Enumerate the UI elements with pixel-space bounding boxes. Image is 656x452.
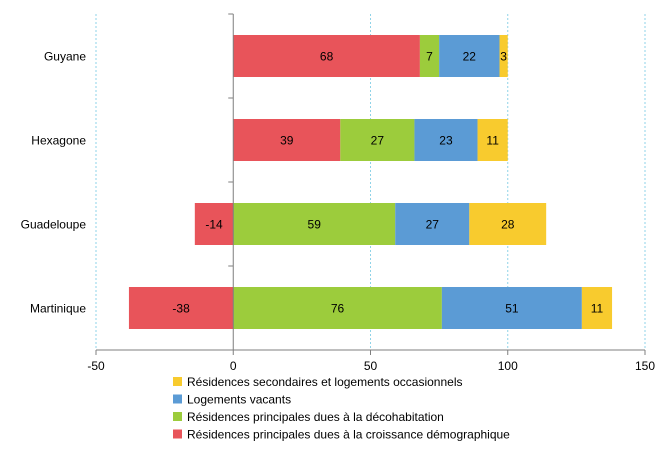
legend-label: Résidences principales dues à la croissa… <box>187 428 510 442</box>
category-label: Hexagone <box>31 134 86 148</box>
bar-segment <box>233 35 420 77</box>
bar-segment <box>419 35 440 77</box>
category-label: Guyane <box>44 50 86 64</box>
legend-label: Résidences principales dues à la décohab… <box>187 410 444 424</box>
x-tick-label: 0 <box>230 359 237 373</box>
data-label: 22 <box>463 50 477 64</box>
data-label: 23 <box>439 134 453 148</box>
legend-swatch <box>173 412 182 421</box>
category-label: Guadeloupe <box>21 218 87 232</box>
data-label: 7 <box>426 50 433 64</box>
data-label: -38 <box>172 302 190 316</box>
category-label: Martinique <box>30 302 86 316</box>
bar-segment <box>128 287 234 329</box>
legend: Résidences secondaires et logements occa… <box>173 375 510 442</box>
data-label: 11 <box>486 134 499 148</box>
data-label: 68 <box>320 50 334 64</box>
bar-segment <box>477 119 508 161</box>
x-tick-label: 100 <box>498 359 518 373</box>
axes: -50 0 50 100 150 Guyane Hexagone Guadeloupe Mart… <box>21 13 655 373</box>
bar-segment <box>340 119 415 161</box>
bar-segment <box>233 119 341 161</box>
legend-swatch <box>173 377 182 386</box>
data-label: 28 <box>501 218 515 232</box>
bar-segment <box>233 203 396 245</box>
bar-segment <box>469 203 547 245</box>
legend-swatch <box>173 429 182 439</box>
bar-segment <box>439 35 500 77</box>
x-tick-label: -50 <box>87 359 105 373</box>
data-label: 27 <box>371 134 385 148</box>
data-label: 27 <box>426 218 440 232</box>
x-tick-label: 50 <box>364 359 378 373</box>
legend-label: Résidences secondaires et logements occa… <box>187 375 463 389</box>
data-label: 76 <box>331 302 345 316</box>
bar-segment <box>441 287 582 329</box>
legend-label: Logements vacants <box>187 393 291 407</box>
data-label: 3 <box>500 50 507 64</box>
bar-segment <box>194 203 234 245</box>
data-label: 39 <box>280 134 294 148</box>
bar-segment <box>581 287 613 329</box>
bars: 68 7 22 3 39 27 23 11 -14 59 27 28 -38 76 51 11 <box>128 35 613 329</box>
data-label: 11 <box>591 302 604 316</box>
x-tick-label: 150 <box>635 359 655 373</box>
bar-segment <box>233 287 442 329</box>
bar-segment <box>499 35 508 77</box>
bar-segment <box>414 119 478 161</box>
legend-swatch <box>173 394 182 404</box>
data-label: 51 <box>505 302 519 316</box>
data-label: -14 <box>205 218 223 232</box>
data-label: 59 <box>308 218 322 232</box>
bar-segment <box>395 203 470 245</box>
